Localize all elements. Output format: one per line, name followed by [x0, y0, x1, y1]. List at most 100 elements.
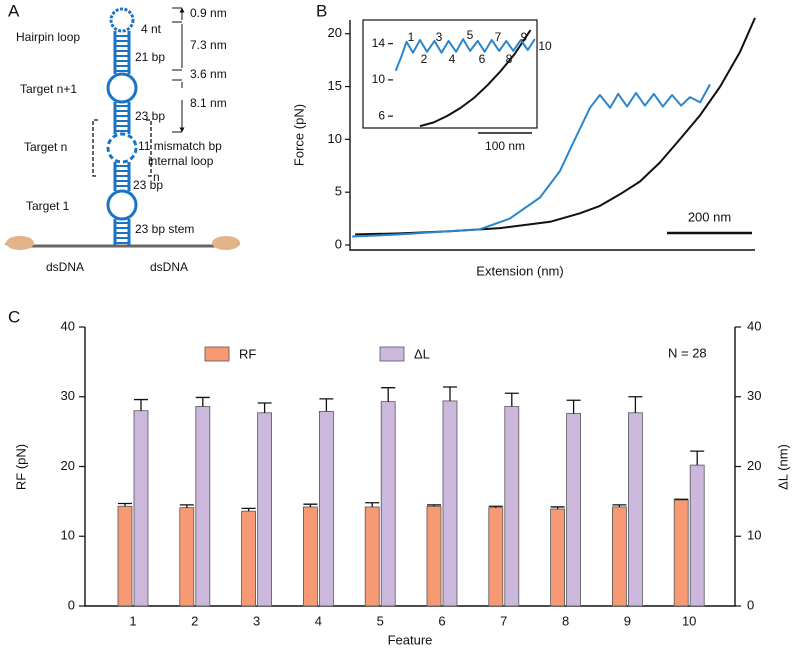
x-tick-label: 4 — [315, 613, 322, 628]
error-bar — [195, 396, 210, 407]
error-bar — [303, 503, 318, 507]
y-tick-label: 20 — [328, 25, 342, 40]
diagram-label: 7.3 nm — [190, 38, 227, 52]
y-tick-label: 6 — [378, 108, 385, 122]
error-bar — [179, 504, 194, 508]
hand — [6, 236, 34, 250]
bar — [318, 410, 334, 607]
y-tick-label: 0 — [335, 236, 342, 251]
y-tick-label: 10 — [61, 528, 75, 543]
legend-swatch — [379, 346, 405, 362]
bar — [380, 401, 396, 607]
x-tick-label: 2 — [191, 613, 198, 628]
inset-frame — [362, 19, 538, 129]
error-bar — [690, 450, 705, 466]
error-bar — [381, 387, 396, 402]
error-bar — [674, 498, 689, 500]
diagram-label: 4 nt — [141, 22, 162, 36]
bar — [550, 508, 565, 607]
y-tick-label: 10 — [328, 131, 342, 146]
scale-bar-label: 200 nm — [688, 209, 731, 224]
error-bar — [241, 507, 256, 512]
diagram-label: 3.6 nm — [190, 67, 227, 81]
y-tick-label: 15 — [328, 78, 342, 93]
error-bar — [550, 506, 565, 510]
stem — [113, 31, 131, 246]
x-axis-title: Extension (nm) — [476, 263, 563, 278]
y-axis-title: Force (pN) — [291, 104, 306, 166]
diagram-label: 21 bp — [135, 50, 165, 64]
panel-label: B — [316, 1, 327, 20]
legend-label: ΔL — [414, 346, 430, 361]
error-bar — [612, 504, 627, 507]
base-pairs — [115, 35, 129, 244]
bar — [426, 505, 442, 607]
error-bar — [427, 504, 441, 507]
repeat-bracket — [92, 119, 152, 177]
bar — [612, 506, 627, 607]
x-axis-title: Feature — [388, 632, 433, 647]
bar — [673, 499, 689, 607]
diagram-label: dsDNA — [150, 260, 188, 274]
diagram-label: 23 bp — [135, 109, 165, 123]
error-bar — [488, 505, 503, 508]
x-tick-label: 7 — [500, 613, 507, 628]
peak-label: 1 — [408, 30, 415, 44]
bar — [504, 406, 520, 607]
y2-tick-label: 40 — [747, 318, 761, 333]
annotation: N = 28 — [668, 345, 707, 360]
error-bar — [365, 502, 380, 507]
bar — [133, 410, 149, 607]
bar — [179, 507, 195, 607]
diagram-label: internal loop — [148, 154, 214, 168]
error-bar — [443, 386, 457, 401]
bar — [689, 464, 705, 607]
x-tick-label: 6 — [438, 613, 445, 628]
bar — [628, 412, 643, 607]
bar — [566, 413, 581, 607]
bar — [241, 510, 257, 607]
error-bar — [504, 392, 519, 407]
data-line — [394, 38, 536, 72]
dimension-ticks — [172, 7, 182, 133]
hairpin-diagram — [4, 7, 241, 250]
peak-label: 6 — [479, 52, 486, 66]
diagram-label: 11 mismatch bp — [138, 139, 222, 153]
panel-label: A — [8, 1, 20, 20]
hand — [212, 236, 240, 250]
y-tick-label: 14 — [372, 36, 386, 50]
x-tick-label: 1 — [129, 613, 136, 628]
bar — [257, 412, 273, 607]
error-bar — [257, 402, 272, 413]
legend-swatch — [204, 346, 230, 362]
diagram-label: 23 bp — [133, 178, 163, 192]
target-loop — [106, 189, 138, 221]
target-loop-dashed — [106, 132, 138, 164]
peak-label: 10 — [538, 39, 552, 53]
diagram-label: Hairpin loop — [16, 30, 80, 44]
data-line — [352, 83, 711, 238]
diagram-label: 23 bp stem — [135, 222, 194, 236]
y2-tick-label: 30 — [747, 388, 761, 403]
x-tick-label: 10 — [682, 613, 696, 628]
legend-label: RF — [239, 346, 256, 361]
bar — [442, 400, 458, 607]
y-tick-label: 0 — [68, 597, 75, 612]
y-tick-label: 30 — [61, 388, 75, 403]
diagram-label: Target 1 — [26, 199, 70, 213]
y2-tick-label: 0 — [747, 597, 754, 612]
bar — [302, 506, 318, 607]
error-bar — [628, 396, 643, 413]
bar — [195, 406, 211, 607]
y-tick-label: 5 — [335, 184, 342, 199]
peak-label: 8 — [506, 52, 513, 66]
x-tick-label: 8 — [562, 613, 569, 628]
error-bar — [134, 398, 148, 411]
bar — [488, 507, 504, 607]
bar — [117, 505, 133, 607]
y2-axis-title: ΔL (nm) — [775, 444, 790, 490]
diagram-label: 8.1 nm — [190, 96, 227, 110]
diagram-label: 0.9 nm — [190, 6, 227, 20]
peak-label: 3 — [436, 30, 443, 44]
x-tick-label: 3 — [253, 613, 260, 628]
